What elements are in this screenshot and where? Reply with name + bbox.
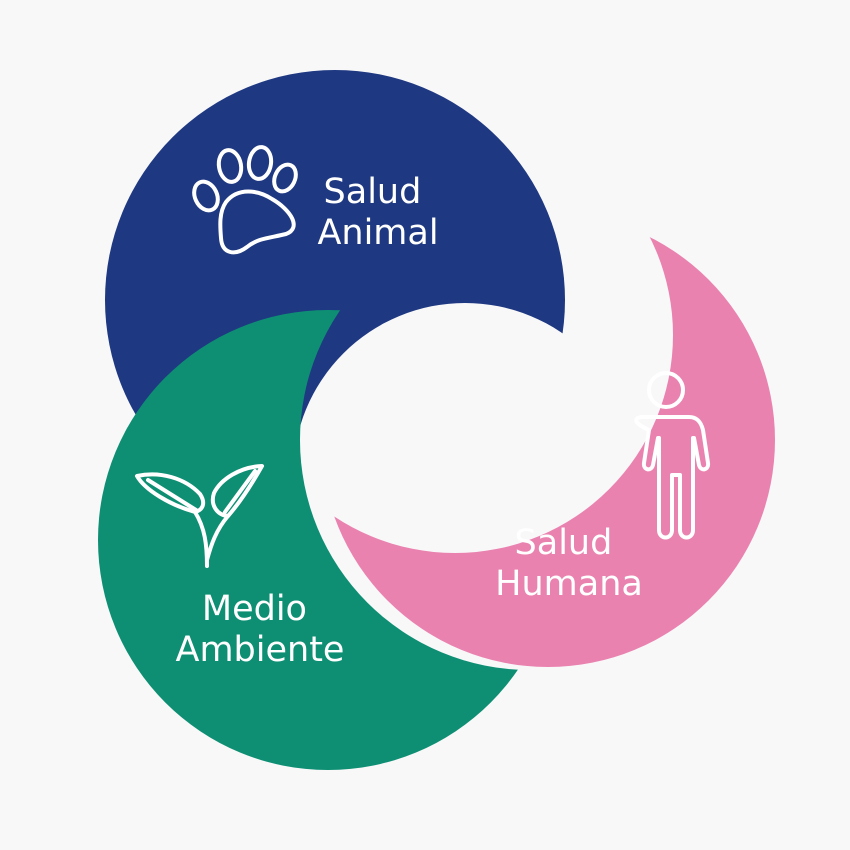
medio-ambiente-line2: Ambiente (176, 630, 345, 670)
sprout-icon (135, 464, 264, 568)
medio-ambiente-line1: Medio (202, 589, 307, 629)
medio-ambiente-label: Medio Ambiente (176, 589, 345, 670)
